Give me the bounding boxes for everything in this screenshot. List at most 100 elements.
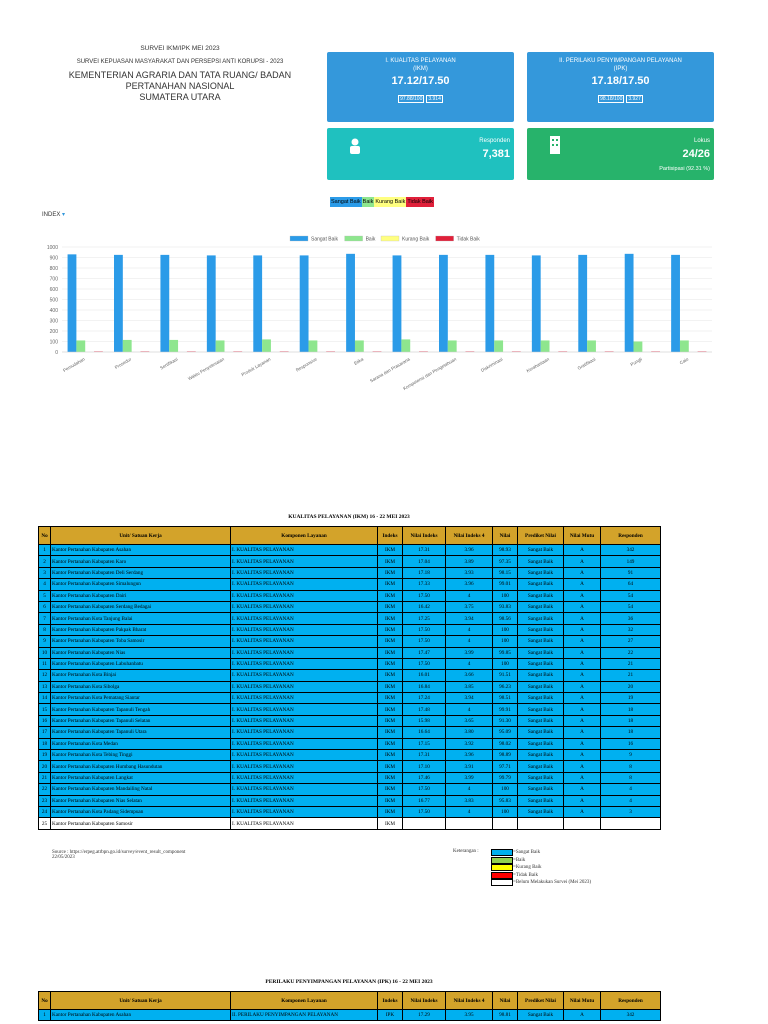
table-cell: 27 bbox=[600, 635, 661, 648]
table-row: 2 Kantor Pertanahan Kabupaten Karo I. KUAL… bbox=[38, 555, 661, 568]
table-cell: 17.31 bbox=[402, 749, 446, 762]
table-cell: Kantor Pertanahan Kabupaten Deli Serdang bbox=[50, 566, 231, 580]
filter-button[interactable]: Kurang Baik bbox=[374, 197, 407, 207]
y-tick-label: 800 bbox=[50, 266, 59, 272]
table-cell bbox=[445, 817, 493, 830]
table-cell: Sangat Baik bbox=[517, 783, 564, 796]
x-tick-label: Diskriminasi bbox=[480, 357, 504, 373]
table-cell: Kantor Pertanahan Kabupaten Tapanuli Ten… bbox=[50, 703, 231, 716]
table-cell: 100 bbox=[492, 805, 518, 819]
legend-swatch bbox=[435, 235, 454, 242]
table-cell: 17.50 bbox=[402, 657, 446, 671]
table-cell: Kantor Pertanahan Kabupaten Tapanuli Sel… bbox=[50, 714, 231, 728]
table-cell: Sangat Baik bbox=[517, 805, 564, 819]
table-cell: I. KUALITAS PELAYANAN bbox=[230, 543, 378, 557]
x-tick-label: Sarana dan Prasarana bbox=[369, 356, 411, 383]
table-row: 7 Kantor Pertanahan Kota Tanjung Balai I. … bbox=[38, 612, 661, 625]
table-cell: 3 bbox=[600, 805, 661, 819]
table-cell: 16.42 bbox=[402, 600, 446, 614]
table-cell: 16 bbox=[38, 714, 51, 728]
card-value: 7,381 bbox=[482, 148, 510, 160]
table-cell: Kantor Pertanahan Kabupaten Nias Selatan bbox=[50, 794, 231, 808]
filter-button[interactable]: Tidak Baik bbox=[406, 197, 434, 207]
filter-button[interactable]: Sangat Baik bbox=[330, 197, 362, 207]
bar bbox=[76, 340, 86, 352]
table-row: 13 Kantor Pertanahan Kota Sibolga I. KUALI… bbox=[38, 680, 661, 694]
table-cell: Sangat Baik bbox=[517, 589, 564, 602]
table-cell: 20 bbox=[600, 680, 661, 694]
table-row: 6 Kantor Pertanahan Kabupaten Serdang Bed… bbox=[38, 600, 661, 614]
bar bbox=[624, 253, 634, 352]
table-cell: Sangat Baik bbox=[517, 760, 564, 773]
table-cell: A bbox=[563, 760, 601, 773]
column-header: Nilai Indeks 4 bbox=[445, 526, 493, 545]
table-cell: 100 bbox=[492, 657, 518, 671]
legend-key-label: =Kurang Baik bbox=[513, 865, 542, 870]
table-cell: 98.81 bbox=[492, 1008, 518, 1022]
table-cell: Kantor Pertanahan Kabupaten Langkat bbox=[50, 771, 231, 785]
bar bbox=[169, 339, 179, 352]
bar bbox=[392, 255, 402, 352]
bar bbox=[447, 340, 457, 352]
table-row: 4 Kantor Pertanahan Kabupaten Simalungun I… bbox=[38, 578, 661, 591]
table-cell: IKM bbox=[377, 703, 403, 716]
column-header: Nilai bbox=[492, 991, 518, 1010]
table-cell: A bbox=[563, 669, 601, 682]
table-cell: IKM bbox=[377, 612, 403, 625]
table-cell: 3.99 bbox=[445, 771, 493, 785]
table-row: 11 Kantor Pertanahan Kabupaten Labuhanbat… bbox=[38, 657, 661, 671]
legend-label: Kurang Baik bbox=[402, 237, 430, 243]
ipk-section: PERILAKU PENYIMPANGAN PELAYANAN (IPK) 16… bbox=[38, 979, 661, 1022]
legend-key-label: =Belum Melakukan Survei (Mei 2023) bbox=[513, 880, 592, 885]
table-row: 25 Kantor Pertanahan Kabupaten Samosir I. … bbox=[38, 817, 661, 830]
filter-button[interactable]: Baik bbox=[361, 197, 375, 207]
x-tick-label: Produk Layanan bbox=[241, 356, 272, 377]
table-cell: Sangat Baik bbox=[517, 578, 564, 591]
y-tick-label: 300 bbox=[50, 319, 59, 325]
table-cell: 99.79 bbox=[492, 771, 518, 785]
table-cell: 99.01 bbox=[492, 578, 518, 591]
table-cell: Kantor Pertanahan Kota Binjai bbox=[50, 669, 231, 682]
column-header: Nilai Mutu bbox=[563, 991, 601, 1010]
legend-label: Sangat Baik bbox=[311, 237, 338, 243]
respondent-card: Responden 7,381 bbox=[327, 128, 514, 180]
table-cell: I. KUALITAS PELAYANAN bbox=[230, 771, 378, 785]
table-cell: 21 bbox=[600, 669, 661, 682]
bar bbox=[308, 340, 318, 352]
table-cell: 4 bbox=[445, 703, 493, 716]
table-cell: Sangat Baik bbox=[517, 623, 564, 637]
card-percent: 97.88/100 bbox=[398, 95, 425, 103]
table-cell: 25 bbox=[38, 817, 51, 830]
card-label: Lokus bbox=[693, 138, 710, 144]
table-cell: 10 bbox=[38, 646, 51, 659]
table-cell: I. KUALITAS PELAYANAN bbox=[230, 646, 378, 659]
table-cell: IKM bbox=[377, 578, 403, 591]
table-cell: 17.25 bbox=[402, 612, 446, 625]
table-cell: 23 bbox=[38, 794, 51, 808]
table-cell: A bbox=[563, 692, 601, 705]
table-cell: 18 bbox=[600, 714, 661, 728]
card-score: 17.18/17.50 bbox=[591, 75, 650, 87]
table-cell: 17.50 bbox=[402, 635, 446, 648]
table-cell: 21 bbox=[38, 771, 51, 785]
y-tick-label: 100 bbox=[50, 340, 59, 346]
table-cell: 100 bbox=[492, 589, 518, 602]
bar bbox=[122, 339, 132, 352]
table-cell: I. KUALITAS PELAYANAN bbox=[230, 612, 378, 625]
table-cell: A bbox=[563, 1008, 601, 1022]
legend-swatch bbox=[380, 235, 400, 242]
table-cell: Kantor Pertanahan Kabupaten Mandailing N… bbox=[50, 783, 231, 796]
table-cell: I. KUALITAS PELAYANAN bbox=[230, 578, 378, 591]
table-cell: 18 bbox=[38, 737, 51, 751]
table-cell: 342 bbox=[600, 543, 661, 557]
x-tick-label: Kompetensi dan Pengetahuan bbox=[402, 356, 457, 391]
locus-card: Lokus 24/26 Partisipasi (92.31 %) bbox=[527, 128, 714, 180]
legend-key-swatch bbox=[491, 879, 513, 886]
table-cell: IKM bbox=[377, 589, 403, 602]
table-cell: I. KUALITAS PELAYANAN bbox=[230, 555, 378, 568]
source-text: Source : https://erpeg.atrbpn.go.id/surv… bbox=[52, 850, 186, 855]
bar bbox=[531, 255, 541, 352]
building-icon bbox=[550, 136, 560, 154]
table: No Unit/ Satuan Kerja Komponen Layanan Inde… bbox=[38, 526, 661, 830]
table-cell: 2 bbox=[38, 555, 51, 568]
